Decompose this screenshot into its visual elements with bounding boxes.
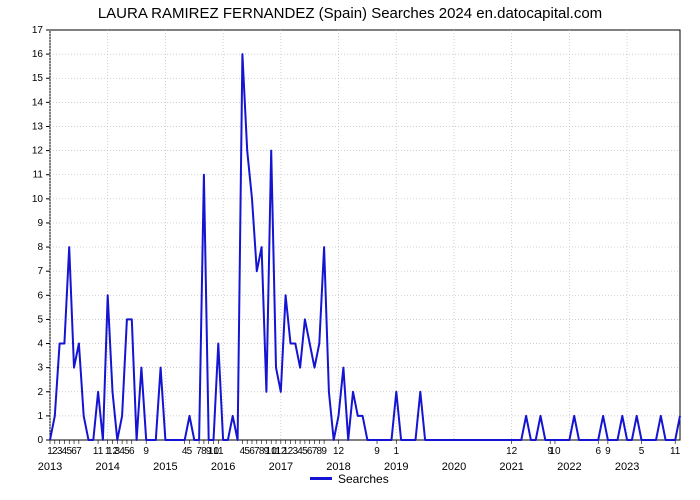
year-label: 2020: [442, 461, 466, 473]
month-tick-label: 11: [213, 446, 224, 457]
month-tick-label: 6: [129, 446, 135, 457]
y-tick-label: 0: [37, 435, 43, 446]
y-tick-label: 17: [32, 25, 44, 36]
month-tick-label: 9: [321, 446, 327, 457]
month-tick-label: 6: [595, 446, 601, 457]
y-tick-label: 4: [37, 339, 43, 350]
month-tick-label: 10: [549, 446, 561, 457]
year-label: 2017: [269, 461, 293, 473]
month-tick-label: 5: [639, 446, 645, 457]
chart-svg: LAURA RAMIREZ FERNANDEZ (Spain) Searches…: [0, 0, 700, 500]
year-label: 2021: [499, 461, 523, 473]
month-tick-label: 9: [374, 446, 380, 457]
month-tick-label: 9: [143, 446, 149, 457]
y-tick-label: 12: [32, 146, 44, 157]
legend-label: Searches: [338, 472, 389, 486]
y-tick-label: 2: [37, 387, 43, 398]
y-tick-label: 9: [37, 218, 43, 229]
month-tick-label: 1: [393, 446, 399, 457]
year-label: 2015: [153, 461, 177, 473]
y-tick-label: 11: [33, 170, 44, 181]
month-tick-label: 11: [670, 446, 681, 457]
year-label: 2014: [95, 461, 119, 473]
legend-swatch: [310, 477, 332, 480]
month-tick-label: 9: [605, 446, 611, 457]
month-tick-label: 11: [93, 446, 104, 457]
y-tick-label: 15: [32, 73, 44, 84]
y-tick-label: 16: [32, 49, 44, 60]
y-tick-label: 1: [37, 411, 43, 422]
year-label: 2013: [38, 461, 62, 473]
y-tick-label: 5: [37, 314, 43, 325]
month-tick-label: 7: [76, 446, 82, 457]
month-tick-label: 12: [506, 446, 518, 457]
y-tick-label: 8: [37, 242, 43, 253]
y-tick-label: 6: [37, 290, 43, 301]
month-tick-label: 12: [333, 446, 345, 457]
y-tick-label: 7: [37, 266, 43, 277]
chart-title: LAURA RAMIREZ FERNANDEZ (Spain) Searches…: [98, 5, 602, 22]
y-tick-label: 14: [32, 97, 44, 108]
year-label: 2023: [615, 461, 639, 473]
y-tick-label: 10: [32, 194, 44, 205]
y-tick-label: 13: [32, 121, 44, 132]
month-tick-label: 5: [187, 446, 193, 457]
year-label: 2022: [557, 461, 581, 473]
year-label: 2016: [211, 461, 235, 473]
search-timeseries-chart: LAURA RAMIREZ FERNANDEZ (Spain) Searches…: [0, 0, 700, 500]
y-tick-label: 3: [37, 363, 43, 374]
